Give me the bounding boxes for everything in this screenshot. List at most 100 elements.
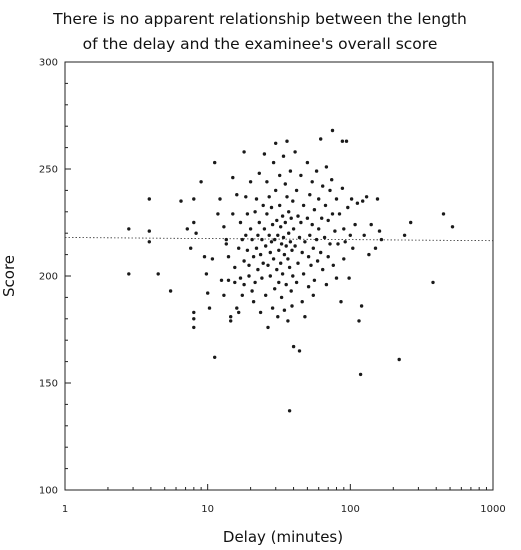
data-point	[306, 285, 311, 289]
data-point	[229, 319, 233, 323]
data-point	[278, 173, 282, 178]
chart-title-line-2: of the delay and the examinee's overall …	[83, 35, 438, 53]
data-point	[262, 227, 267, 231]
data-point	[299, 220, 303, 225]
data-point	[299, 173, 303, 178]
data-point	[339, 300, 343, 304]
data-point	[324, 165, 329, 169]
data-point	[237, 310, 241, 315]
data-point	[285, 139, 289, 143]
data-point	[285, 195, 289, 199]
data-point	[156, 272, 160, 276]
data-point	[342, 227, 346, 231]
y-tick-label: 250	[39, 165, 58, 176]
data-point	[375, 197, 380, 201]
data-point	[346, 205, 350, 210]
data-point	[257, 220, 261, 225]
data-point	[367, 252, 371, 257]
data-point	[185, 227, 189, 231]
data-point	[275, 218, 279, 223]
y-tick-label: 150	[39, 379, 58, 390]
data-point	[333, 229, 337, 233]
data-point	[202, 255, 207, 259]
data-point	[147, 229, 151, 233]
x-tick-label: 1000	[480, 504, 505, 515]
data-point	[287, 409, 292, 413]
data-point	[280, 272, 285, 276]
data-point	[344, 139, 349, 143]
chart-title-line-1: There is no apparent relationship betwee…	[52, 10, 467, 28]
data-point	[310, 180, 314, 184]
data-point	[206, 291, 210, 295]
axis-ticks: 1 10 100 1000 100 150 200 250 300	[39, 58, 506, 516]
data-point	[301, 272, 306, 276]
data-point	[296, 214, 300, 218]
data-point	[286, 257, 290, 261]
data-point	[300, 250, 304, 255]
data-point	[242, 150, 246, 154]
data-point	[303, 315, 307, 319]
data-point	[369, 222, 373, 227]
data-point	[397, 357, 401, 362]
data-point	[268, 274, 272, 278]
data-points	[127, 128, 455, 413]
data-point	[315, 259, 320, 263]
reference-line	[64, 237, 494, 242]
data-point	[226, 278, 231, 282]
data-point	[353, 222, 357, 227]
data-point	[266, 325, 270, 330]
data-point	[254, 197, 259, 201]
data-point	[251, 255, 256, 259]
data-point	[282, 252, 287, 257]
data-point	[347, 276, 351, 280]
data-point	[364, 195, 369, 199]
data-point	[305, 160, 310, 165]
data-point	[224, 237, 228, 242]
data-point	[219, 278, 224, 282]
data-point	[256, 233, 260, 237]
data-point	[306, 255, 311, 259]
data-point	[244, 195, 248, 199]
data-point	[229, 315, 233, 319]
data-point	[267, 233, 271, 237]
data-point	[258, 252, 263, 257]
data-point	[240, 293, 244, 297]
data-point	[311, 246, 315, 250]
data-point	[235, 193, 239, 197]
data-point	[362, 233, 366, 237]
data-point	[319, 250, 323, 255]
data-point	[280, 214, 285, 218]
data-point	[373, 246, 378, 250]
data-point	[261, 261, 265, 265]
data-point	[303, 240, 307, 244]
data-point	[235, 306, 239, 310]
data-point	[245, 248, 250, 252]
data-point	[319, 137, 323, 141]
data-point	[358, 372, 363, 377]
y-tick-label: 300	[39, 58, 58, 69]
data-point	[330, 128, 335, 133]
data-point	[277, 248, 281, 252]
data-point	[309, 263, 313, 267]
data-point	[359, 304, 364, 308]
data-point	[337, 212, 342, 216]
data-point	[331, 263, 335, 267]
data-point	[284, 244, 288, 248]
data-point	[226, 255, 231, 259]
data-point	[342, 257, 346, 261]
x-axis-label: Delay (minutes)	[223, 528, 343, 546]
data-point	[238, 220, 243, 225]
data-point	[260, 237, 264, 242]
data-point	[290, 248, 294, 252]
data-point	[328, 242, 332, 246]
data-point	[254, 246, 259, 250]
data-point	[340, 139, 345, 143]
data-point	[276, 315, 280, 319]
data-point	[248, 180, 253, 184]
data-point	[279, 242, 284, 246]
data-point	[293, 244, 297, 248]
data-point	[279, 261, 283, 265]
data-point	[266, 263, 270, 267]
data-point	[278, 203, 282, 208]
